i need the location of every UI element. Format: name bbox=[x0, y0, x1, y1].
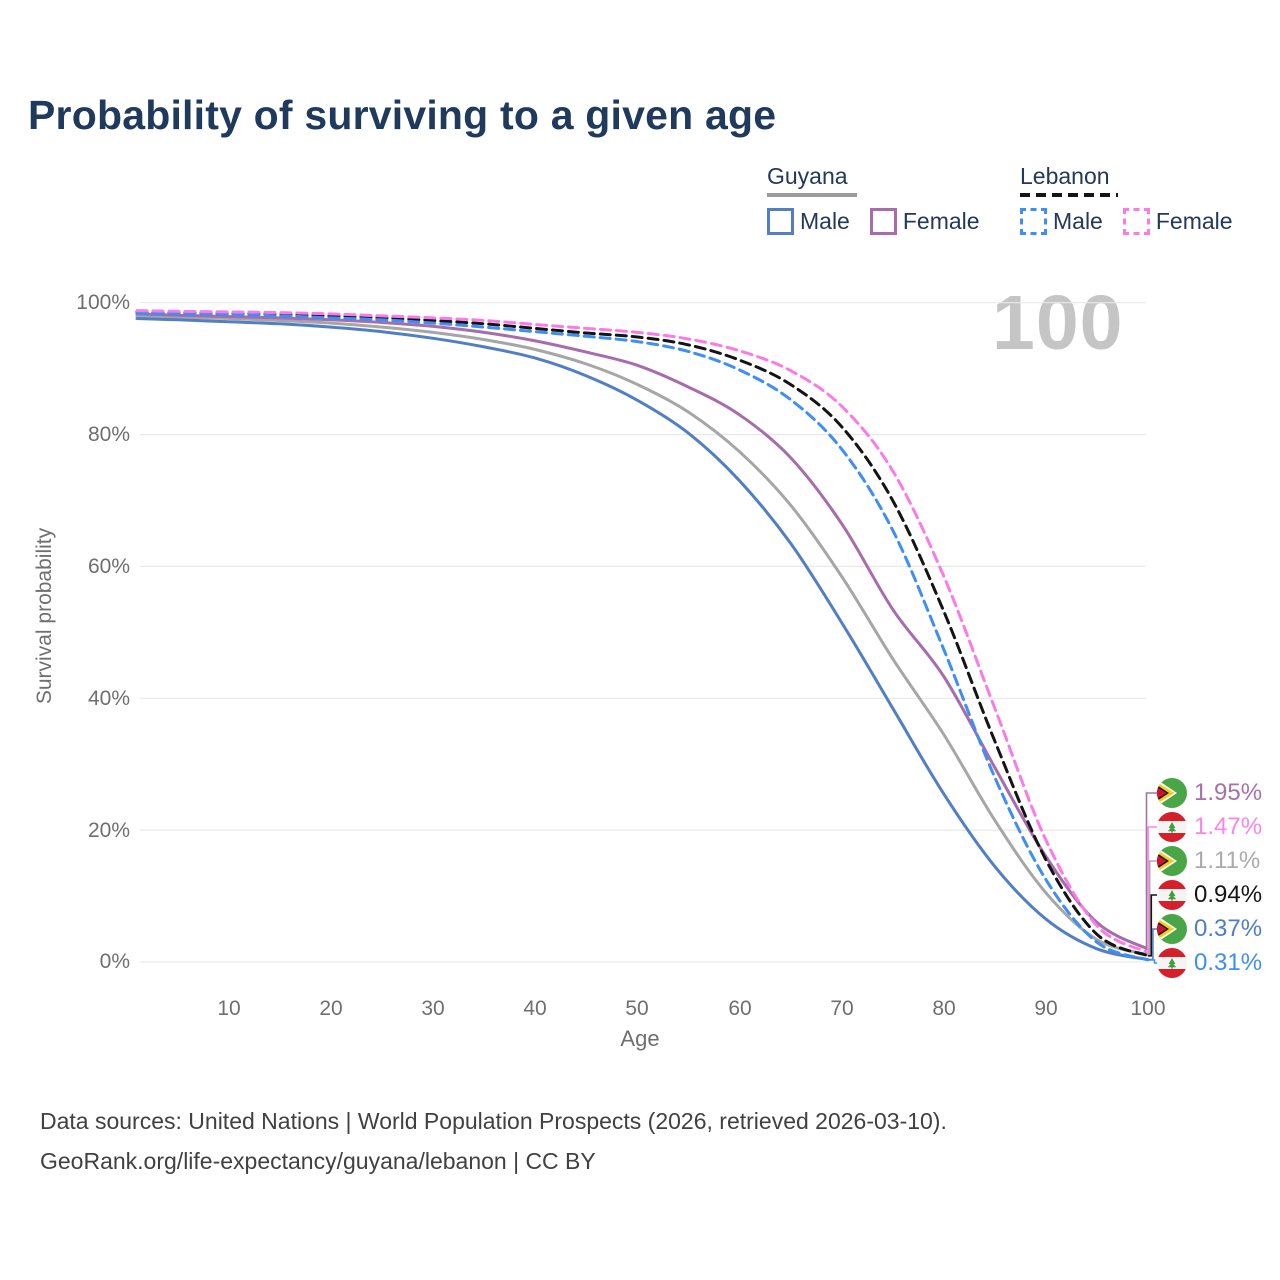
lebanon-female-label: Female bbox=[1155, 208, 1233, 234]
y-tick-0: 0% bbox=[99, 950, 130, 973]
x-tick-90: 90 bbox=[1034, 997, 1058, 1020]
x-tick-20: 20 bbox=[319, 997, 343, 1020]
series-line-lebanon_female bbox=[135, 309, 1150, 954]
lebanon-flag-icon bbox=[1157, 880, 1187, 910]
x-tick-70: 70 bbox=[830, 997, 854, 1020]
series-line-guyana_male bbox=[135, 317, 1150, 962]
series-line-lebanon_male bbox=[135, 311, 1150, 962]
end-label-lebanon-both: 0.94% bbox=[1157, 878, 1262, 912]
end-value: 1.95% bbox=[1194, 779, 1263, 806]
guyana-male-swatch bbox=[767, 208, 794, 235]
x-tick-40: 40 bbox=[523, 997, 547, 1020]
leader-line-lebanon_female bbox=[1147, 826, 1157, 954]
lebanon-flag-icon bbox=[1157, 812, 1187, 842]
series-line-guyana_both bbox=[135, 314, 1150, 957]
x-tick-10: 10 bbox=[217, 997, 241, 1020]
end-value: 1.11% bbox=[1194, 847, 1261, 874]
end-label-lebanon-male: 0.31% bbox=[1157, 946, 1262, 980]
guyana-male-label: Male bbox=[800, 208, 850, 234]
lebanon-female-swatch bbox=[1122, 208, 1150, 235]
guyana-flag-icon bbox=[1157, 778, 1187, 808]
lebanon-dashed-line-sample bbox=[1020, 193, 1118, 197]
series-line-lebanon_both bbox=[135, 310, 1150, 958]
data-sources-line: Data sources: United Nations | World Pop… bbox=[40, 1108, 947, 1134]
legend-lebanon-label: Lebanon bbox=[1020, 163, 1110, 189]
leader-line-guyana_female bbox=[1145, 792, 1157, 950]
lebanon-flag-icon bbox=[1157, 948, 1187, 978]
x-axis-label: Age bbox=[620, 1026, 660, 1051]
lebanon-male-swatch bbox=[1020, 208, 1047, 235]
y-tick-60: 60% bbox=[87, 555, 130, 578]
end-label-guyana-both: 1.11% bbox=[1157, 844, 1260, 878]
end-label-guyana-male: 0.37% bbox=[1157, 912, 1262, 946]
legend-guyana-label: Guyana bbox=[767, 163, 848, 189]
y-tick-40: 40% bbox=[87, 687, 130, 710]
series-line-guyana_female bbox=[135, 312, 1150, 951]
y-tick-100: 100% bbox=[76, 291, 130, 314]
x-tick-50: 50 bbox=[625, 997, 649, 1020]
legend-group-guyana: Guyana Male Female bbox=[767, 163, 1000, 235]
leader-line-guyana_both bbox=[1148, 860, 1157, 956]
page-title: Probability of surviving to a given age bbox=[28, 92, 777, 138]
x-tick-30: 30 bbox=[421, 997, 445, 1020]
guyana-flag-icon bbox=[1157, 846, 1187, 876]
end-value: 1.47% bbox=[1194, 813, 1263, 840]
y-tick-80: 80% bbox=[87, 423, 130, 446]
guyana-solid-line-sample bbox=[767, 193, 857, 197]
legend-group-lebanon: Lebanon Male Female bbox=[1020, 163, 1253, 235]
end-label-lebanon-female: 1.47% bbox=[1157, 810, 1262, 844]
end-value: 0.37% bbox=[1194, 915, 1263, 942]
y-tick-20: 20% bbox=[87, 819, 130, 842]
leader-line-lebanon_male bbox=[1148, 959, 1157, 964]
end-value: 0.94% bbox=[1194, 881, 1263, 908]
x-tick-80: 80 bbox=[932, 997, 956, 1020]
y-axis-label: Survival probability bbox=[33, 527, 56, 705]
guyana-flag-icon bbox=[1157, 914, 1187, 944]
guyana-female-label: Female bbox=[902, 208, 980, 234]
attribution-line: GeoRank.org/life-expectancy/guyana/leban… bbox=[40, 1148, 596, 1174]
end-label-guyana-female: 1.95% bbox=[1157, 776, 1262, 810]
guyana-female-swatch bbox=[869, 208, 897, 235]
end-value: 0.31% bbox=[1194, 949, 1263, 976]
leader-line-lebanon_both bbox=[1148, 894, 1157, 957]
age-watermark: 100 bbox=[992, 280, 1124, 366]
lebanon-male-label: Male bbox=[1053, 208, 1103, 234]
x-tick-60: 60 bbox=[728, 997, 752, 1020]
x-tick-100: 100 bbox=[1130, 997, 1166, 1020]
